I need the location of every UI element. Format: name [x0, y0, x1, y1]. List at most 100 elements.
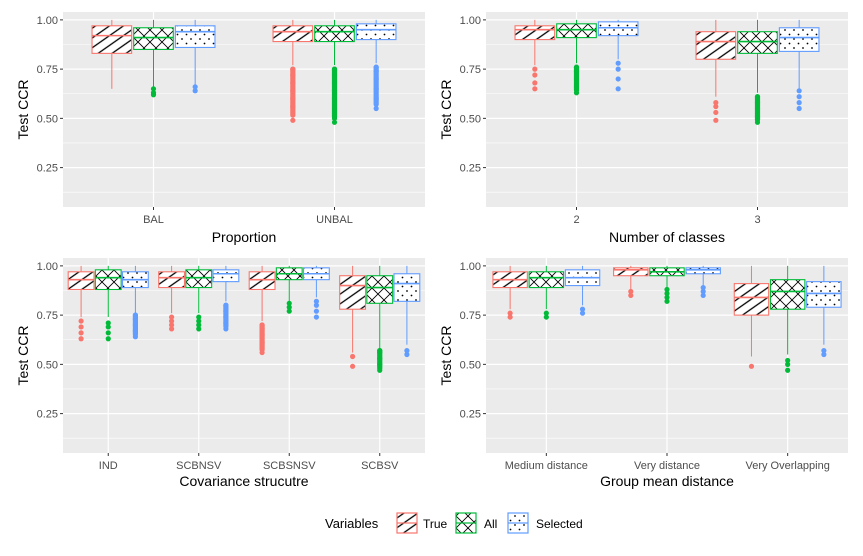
- outlier-point: [713, 117, 719, 123]
- x-tick-label: UNBAL: [316, 214, 353, 226]
- outliers: [350, 353, 356, 369]
- box-true: [339, 265, 367, 369]
- outlier-point: [628, 292, 634, 299]
- box-selected: [393, 265, 421, 358]
- outliers: [259, 322, 265, 356]
- outlier-point: [196, 326, 202, 332]
- box-body: [67, 271, 95, 291]
- x-tick-label: Very distance: [634, 460, 700, 472]
- panel-3: 0.25 0.50 0.75 1.00 Medium distance Very dist…: [438, 258, 848, 489]
- box-body: [133, 27, 174, 50]
- y-tick-label: 0.50: [37, 359, 58, 371]
- legend-key-true: True: [396, 512, 448, 534]
- outlier-point: [404, 347, 410, 354]
- outlier-point: [169, 314, 175, 320]
- outliers: [615, 60, 621, 92]
- outlier-point: [543, 314, 549, 320]
- box-selected: [685, 265, 721, 299]
- outliers: [785, 357, 791, 373]
- outlier-point: [579, 310, 586, 316]
- outliers: [286, 300, 292, 314]
- outlier-point: [713, 103, 719, 110]
- box-body: [528, 271, 565, 289]
- outliers: [748, 363, 755, 369]
- x-axis-title: Number of classes: [609, 229, 725, 245]
- outlier-point: [404, 351, 410, 358]
- outlier-point: [78, 330, 84, 336]
- box-body: [158, 271, 186, 289]
- box-all: [556, 19, 597, 96]
- box-body: [212, 269, 240, 283]
- box-true: [67, 265, 95, 342]
- outlier-point: [700, 284, 706, 291]
- outlier-point: [105, 330, 111, 336]
- y-tick-label: 0.75: [460, 64, 481, 76]
- outliers: [796, 88, 802, 112]
- box-body: [355, 23, 397, 41]
- outliers: [754, 94, 761, 125]
- box-body: [185, 269, 213, 289]
- box-body: [91, 25, 133, 54]
- outlier-point: [796, 94, 802, 100]
- x-tick-label: SCBSV: [361, 460, 399, 472]
- outlier-point: [507, 310, 513, 316]
- outlier-point: [290, 117, 296, 123]
- x-tick-label: 2: [573, 214, 579, 226]
- outliers: [331, 66, 338, 125]
- outlier-point: [313, 308, 319, 314]
- box-selected: [564, 265, 601, 316]
- outliers: [290, 66, 296, 123]
- x-tick-label: SCBNSV: [176, 460, 222, 472]
- outlier-point: [105, 336, 111, 342]
- legend-key-selected: Selected: [507, 512, 583, 534]
- outlier-point: [821, 347, 827, 354]
- outlier-point: [615, 60, 621, 66]
- box-all: [94, 265, 122, 342]
- outlier-point: [507, 314, 513, 320]
- legend-label-true: True: [423, 517, 448, 531]
- box-selected: [806, 265, 842, 358]
- y-tick-label: 0.25: [37, 409, 58, 421]
- outlier-point: [579, 306, 586, 312]
- outliers: [700, 284, 706, 299]
- box-body: [174, 25, 216, 49]
- box-all: [133, 19, 174, 98]
- outliers: [169, 314, 175, 332]
- x-axis-title: Covariance strucutre: [179, 473, 308, 489]
- outliers: [150, 86, 157, 98]
- x-axis-title: Proportion: [212, 229, 277, 245]
- outlier-point: [748, 363, 755, 369]
- outlier-point: [169, 326, 175, 332]
- outlier-point: [313, 314, 319, 320]
- box-body: [806, 281, 842, 308]
- y-tick-label: 1.00: [37, 261, 58, 273]
- outlier-point: [169, 318, 175, 324]
- outliers: [579, 306, 586, 316]
- legend-key-all: All: [455, 512, 497, 534]
- outliers: [192, 84, 198, 94]
- box-all: [649, 265, 685, 304]
- outliers: [132, 312, 138, 340]
- outlier-point: [169, 322, 175, 328]
- outlier-point: [313, 302, 319, 308]
- y-tick-label: 0.25: [460, 409, 481, 421]
- box-selected: [778, 19, 820, 112]
- box-true: [272, 19, 314, 123]
- outlier-point: [286, 308, 292, 314]
- box-true: [492, 265, 528, 320]
- x-tick-label: 3: [754, 214, 760, 226]
- panel-0: 0.25 0.50 0.75 1.00 BAL UNBAL Proportion Test C…: [15, 12, 425, 245]
- legend-title: Variables: [325, 516, 379, 531]
- outlier-point: [350, 353, 356, 360]
- panel-2: 0.25 0.50 0.75 1.00 IND SCBNSV SCBSNSV SCBSV Cov…: [15, 258, 425, 489]
- outlier-point: [105, 324, 111, 330]
- outlier-point: [796, 100, 802, 106]
- x-axis-title: Group mean distance: [600, 473, 734, 489]
- outliers: [664, 286, 670, 304]
- box-selected: [355, 19, 397, 112]
- panels: 0.25 0.50 0.75 1.00 BAL UNBAL Proportion Test C…: [15, 12, 848, 489]
- outliers: [196, 314, 202, 332]
- box-all: [528, 265, 565, 320]
- y-tick-label: 1.00: [460, 15, 481, 27]
- outlier-point: [713, 109, 719, 116]
